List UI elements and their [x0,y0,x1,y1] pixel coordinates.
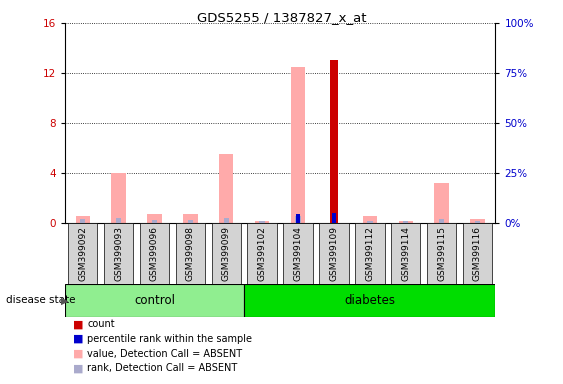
Bar [355,223,385,284]
Text: GSM399098: GSM399098 [186,226,195,281]
Text: ■: ■ [73,349,84,359]
Text: rank, Detection Call = ABSENT: rank, Detection Call = ABSENT [87,363,238,373]
Text: GSM399092: GSM399092 [78,226,87,281]
Bar [219,154,234,223]
Text: control: control [134,294,175,307]
Bar [116,218,121,223]
Bar [330,61,338,223]
Bar [439,219,444,223]
Bar [399,222,413,223]
Text: ■: ■ [73,334,84,344]
Bar [140,223,169,284]
Bar [148,214,162,223]
Text: GSM399112: GSM399112 [365,226,374,281]
Text: GDS5255 / 1387827_x_at: GDS5255 / 1387827_x_at [196,12,367,25]
Text: GSM399093: GSM399093 [114,226,123,281]
Bar [244,284,495,317]
Bar [255,222,269,223]
Text: GSM399109: GSM399109 [329,226,338,281]
Bar [463,223,492,284]
Text: GSM399102: GSM399102 [258,226,267,281]
Bar [260,222,265,223]
Bar [176,223,205,284]
Bar [296,214,300,223]
Bar [363,217,377,223]
Text: GSM399116: GSM399116 [473,226,482,281]
Text: percentile rank within the sample: percentile rank within the sample [87,334,252,344]
Text: value, Detection Call = ABSENT: value, Detection Call = ABSENT [87,349,243,359]
Bar [68,223,97,284]
Text: GSM399104: GSM399104 [293,226,302,281]
Bar [111,173,126,223]
Bar [187,220,193,223]
Bar [391,223,421,284]
Bar [296,217,301,223]
Bar [224,218,229,223]
Bar [80,219,86,223]
Text: ▶: ▶ [61,295,68,306]
Bar [470,219,485,223]
Text: disease state: disease state [6,295,75,306]
Bar [152,220,157,223]
Text: diabetes: diabetes [345,294,395,307]
Text: GSM399115: GSM399115 [437,226,446,281]
Bar [367,222,373,223]
Bar [475,222,480,223]
Text: ■: ■ [73,363,84,373]
Bar [65,284,244,317]
Bar [283,223,313,284]
Bar [247,223,277,284]
Text: count: count [87,319,115,329]
Bar [435,183,449,223]
Bar [212,223,241,284]
Bar [332,213,336,223]
Bar [427,223,457,284]
Text: GSM399114: GSM399114 [401,226,410,281]
Bar [75,217,90,223]
Bar [183,214,198,223]
Text: ■: ■ [73,319,84,329]
Bar [403,222,408,223]
Bar [104,223,133,284]
Bar [319,223,348,284]
Text: GSM399096: GSM399096 [150,226,159,281]
Text: GSM399099: GSM399099 [222,226,231,281]
Bar [291,67,305,223]
